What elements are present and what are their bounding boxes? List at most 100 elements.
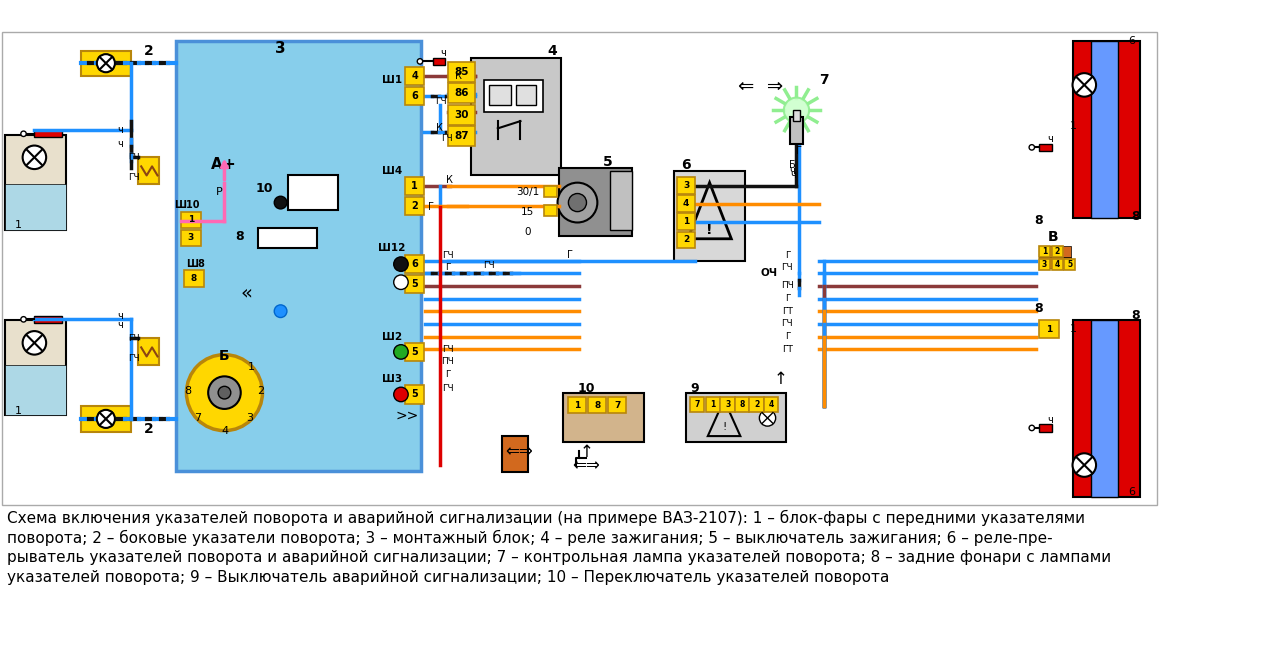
Bar xyxy=(5,135,67,230)
Text: А: А xyxy=(211,157,223,172)
Text: +: + xyxy=(223,157,236,172)
Circle shape xyxy=(20,131,27,137)
Circle shape xyxy=(394,275,408,290)
Text: 5: 5 xyxy=(603,155,613,169)
Text: ч: ч xyxy=(118,311,123,321)
Text: Г: Г xyxy=(445,370,451,379)
Bar xyxy=(677,213,695,230)
Text: 1: 1 xyxy=(575,401,581,410)
Circle shape xyxy=(1029,144,1034,150)
Text: 1: 1 xyxy=(710,400,716,409)
Bar xyxy=(180,230,201,246)
Text: 8: 8 xyxy=(1132,210,1140,223)
Circle shape xyxy=(558,183,598,223)
Text: 7: 7 xyxy=(614,401,621,410)
Bar xyxy=(184,270,204,287)
Text: Б: Б xyxy=(790,159,796,170)
Bar xyxy=(82,50,132,76)
Bar xyxy=(448,105,475,124)
Text: ГЧ: ГЧ xyxy=(782,263,794,272)
Circle shape xyxy=(394,257,408,272)
Bar xyxy=(35,130,61,137)
Text: 1: 1 xyxy=(248,362,255,372)
Text: 1: 1 xyxy=(1070,121,1076,131)
Text: 4: 4 xyxy=(1055,260,1060,268)
Bar xyxy=(448,63,475,82)
Text: 5: 5 xyxy=(411,279,417,289)
Bar xyxy=(1039,424,1052,432)
Bar xyxy=(1052,259,1062,270)
Text: 3: 3 xyxy=(724,400,731,409)
Text: 3: 3 xyxy=(246,413,253,423)
Text: 8: 8 xyxy=(1132,309,1140,322)
Text: 3: 3 xyxy=(684,181,689,190)
Text: 8: 8 xyxy=(191,274,197,283)
Text: ГЧ: ГЧ xyxy=(128,153,140,162)
Text: 30/1: 30/1 xyxy=(516,186,539,197)
Bar xyxy=(544,186,557,197)
Bar xyxy=(180,212,201,228)
Text: ч: ч xyxy=(790,170,796,181)
Text: 5: 5 xyxy=(411,390,417,399)
Text: К: К xyxy=(436,123,443,134)
Bar xyxy=(568,397,586,413)
Text: 4: 4 xyxy=(221,426,229,435)
Text: ч: ч xyxy=(118,139,123,149)
Bar xyxy=(5,184,67,230)
Text: Ш8: Ш8 xyxy=(186,259,205,269)
Text: Р: Р xyxy=(215,186,223,197)
Text: ⇐⇒: ⇐⇒ xyxy=(572,456,600,474)
Bar xyxy=(1073,320,1140,497)
Text: Г: Г xyxy=(445,263,451,272)
Text: Схема включения указателей поворота и аварийной сигнализации (на примере ВАЗ-210: Схема включения указателей поворота и ав… xyxy=(8,510,1085,526)
Circle shape xyxy=(783,97,809,123)
Circle shape xyxy=(1073,73,1096,97)
Bar xyxy=(404,67,425,85)
Text: 8: 8 xyxy=(594,401,600,410)
Text: Ш2: Ш2 xyxy=(381,332,402,342)
Bar xyxy=(1039,320,1059,339)
Bar xyxy=(35,315,61,323)
Text: >>: >> xyxy=(396,408,419,422)
Circle shape xyxy=(394,344,408,359)
Text: Ш4: Ш4 xyxy=(381,166,402,176)
Bar xyxy=(1052,246,1062,257)
Bar xyxy=(1039,246,1071,257)
Text: 2: 2 xyxy=(1055,247,1060,256)
Circle shape xyxy=(394,387,408,402)
Text: 1: 1 xyxy=(1042,247,1047,256)
Text: 3: 3 xyxy=(188,233,195,243)
Text: 0: 0 xyxy=(525,226,531,237)
Text: 2: 2 xyxy=(684,235,689,244)
Bar xyxy=(792,110,800,121)
Text: 2: 2 xyxy=(143,422,154,436)
Bar xyxy=(259,228,316,248)
Text: ⇐  ⇒: ⇐ ⇒ xyxy=(737,77,783,96)
Bar xyxy=(137,157,159,184)
Text: Ш10: Ш10 xyxy=(174,201,200,210)
Text: 1: 1 xyxy=(14,220,22,230)
Text: указателей поворота; 9 – Выключатель аварийной сигнализации; 10 – Переключатель : указателей поворота; 9 – Выключатель ава… xyxy=(8,570,890,585)
Text: 15: 15 xyxy=(521,206,534,217)
Text: ГЧ: ГЧ xyxy=(435,97,447,106)
Text: ГЧ: ГЧ xyxy=(442,134,453,143)
Text: В: В xyxy=(1047,230,1059,244)
Text: 1: 1 xyxy=(411,181,417,192)
Text: ГЧ: ГЧ xyxy=(442,250,454,259)
Bar xyxy=(1039,144,1052,151)
Text: ГТ: ГТ xyxy=(782,344,792,353)
Circle shape xyxy=(97,410,115,428)
Text: 4: 4 xyxy=(548,43,557,57)
Bar xyxy=(611,171,632,230)
Bar xyxy=(489,85,512,105)
Text: 7: 7 xyxy=(694,400,700,409)
Text: ГЧ: ГЧ xyxy=(128,173,140,182)
Text: 1: 1 xyxy=(14,406,22,416)
Bar xyxy=(608,397,626,413)
Text: ОЧ: ОЧ xyxy=(760,268,778,278)
Text: 85: 85 xyxy=(454,67,468,77)
Text: ГТ: ГТ xyxy=(782,306,792,315)
Text: 10: 10 xyxy=(256,183,273,195)
Bar xyxy=(404,255,425,273)
Text: 8: 8 xyxy=(1034,214,1043,227)
